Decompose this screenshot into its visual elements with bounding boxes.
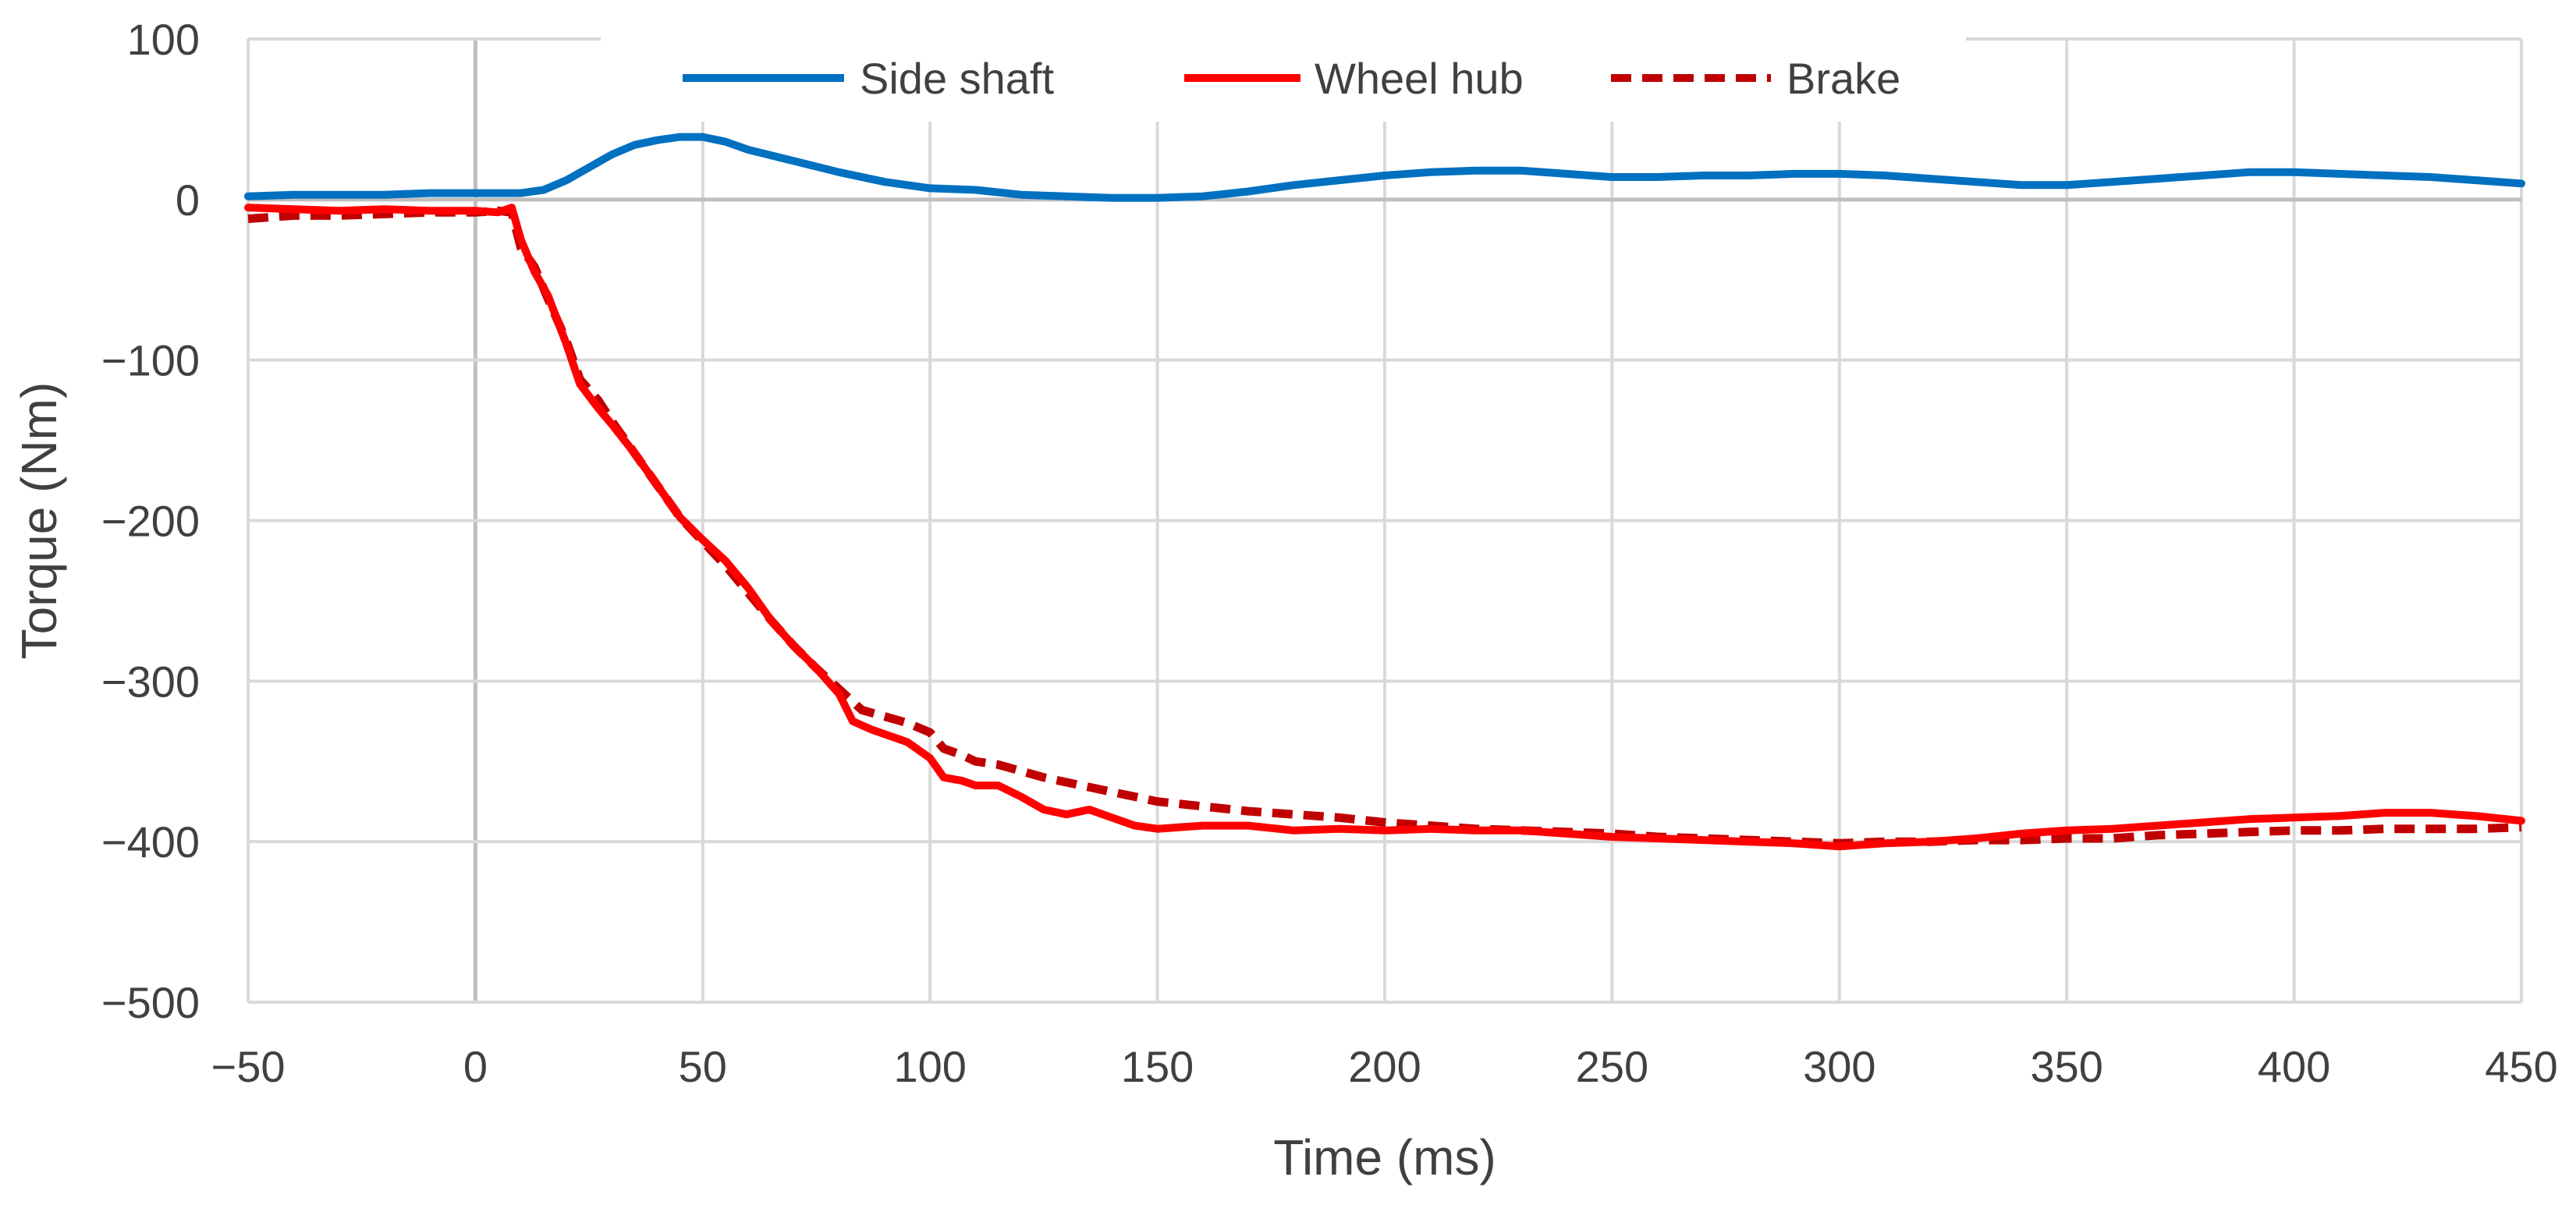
x-tick-label: 450 [2485,1042,2557,1091]
legend-label-side-shaft: Side shaft [860,54,1054,103]
y-tick-label: −300 [101,657,200,706]
y-tick-label: 0 [176,175,200,225]
x-tick-label: 400 [2258,1042,2330,1091]
legend: Side shaft Wheel hub Brake [601,37,1966,122]
y-tick-label: −100 [101,336,200,385]
y-axis-title: Torque (Nm) [11,382,67,660]
grid-layer [247,37,2523,1004]
x-tick-label: 0 [463,1042,488,1091]
x-tick-label: 250 [1576,1042,1648,1091]
x-tick-label: 100 [893,1042,966,1091]
series-layer [244,133,2525,851]
y-tick-label: −400 [101,817,200,866]
x-tick-label: 300 [1803,1042,1875,1091]
x-tick-label: −50 [211,1042,286,1091]
legend-label-brake: Brake [1787,54,1900,103]
tick-labels: −50 0 50 100 150 200 250 300 350 400 4501000−100−2… [101,15,2558,1091]
x-tick-label: 50 [679,1042,727,1091]
y-tick-label: 100 [127,15,200,64]
y-tick-label: −200 [101,497,200,546]
x-axis-title: Time (ms) [1273,1129,1496,1185]
legend-label-wheel-hub: Wheel hub [1315,54,1524,103]
y-tick-label: −500 [101,978,200,1027]
x-tick-label: 200 [1348,1042,1421,1091]
series-line-wheel-hub [244,204,2525,851]
series-line-side-shaft [244,133,2525,202]
x-tick-label: 350 [2030,1042,2102,1091]
x-tick-label: 150 [1121,1042,1194,1091]
